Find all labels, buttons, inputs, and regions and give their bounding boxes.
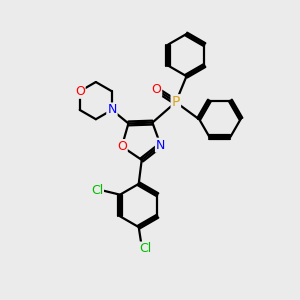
Text: Cl: Cl xyxy=(91,184,103,197)
Text: P: P xyxy=(172,95,180,109)
Text: O: O xyxy=(75,85,85,98)
Text: N: N xyxy=(107,103,117,116)
Text: O: O xyxy=(117,140,127,153)
Text: Cl: Cl xyxy=(139,242,152,256)
Text: N: N xyxy=(156,139,165,152)
Text: O: O xyxy=(152,83,161,96)
